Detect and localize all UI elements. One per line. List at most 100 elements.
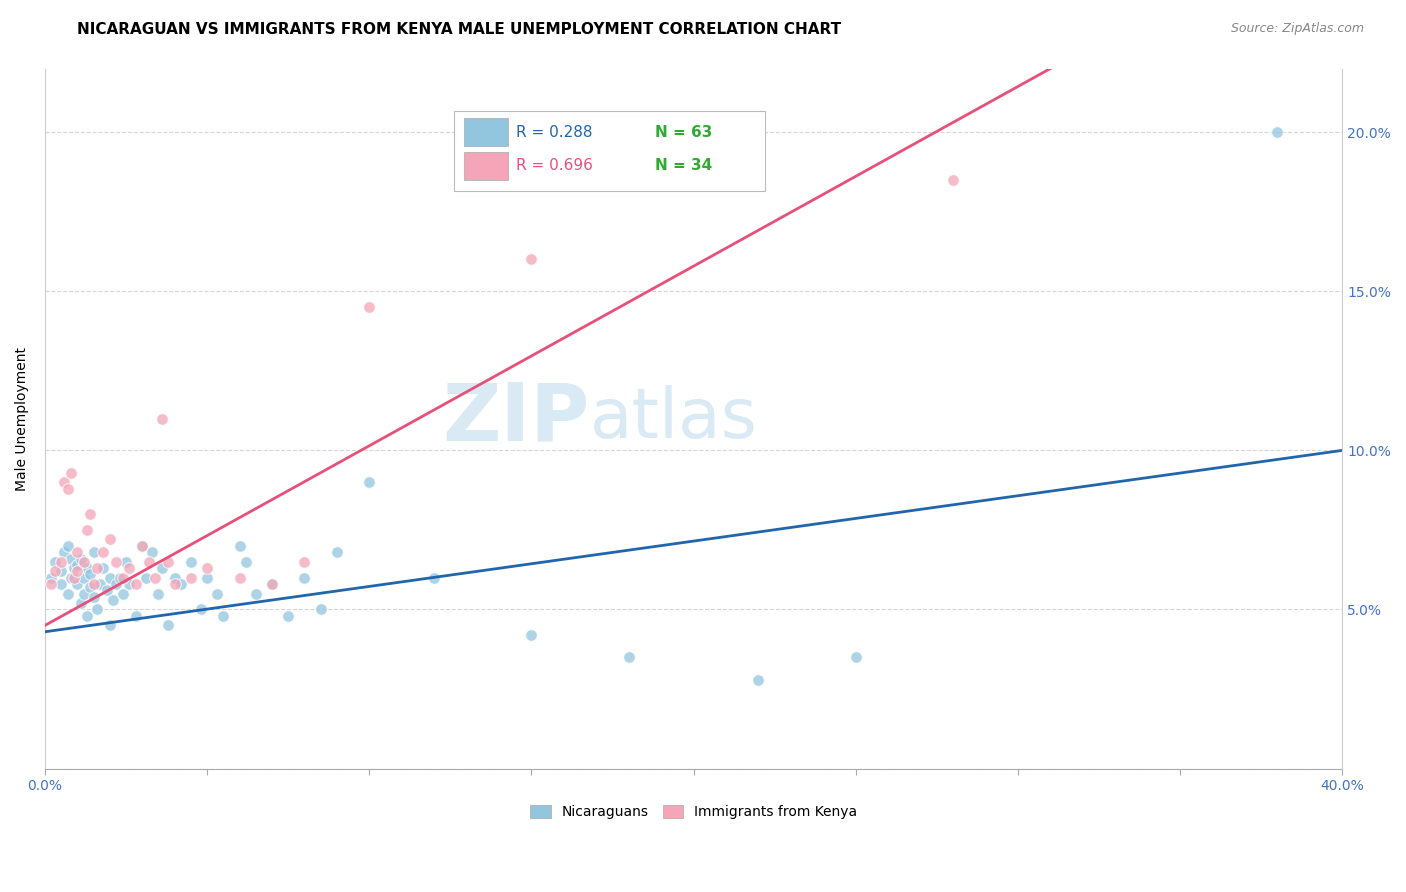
Point [59,551,82,566]
Text: R = 0.288: R = 0.288 [516,125,592,140]
Point [359,300,381,314]
Point [98,618,121,632]
Point [66,558,89,572]
Point [195,571,218,585]
Point [108,571,131,585]
Point [520,252,543,267]
Point [56,586,79,600]
Point [69,551,91,566]
Point [131,539,153,553]
Text: atlas: atlas [591,385,758,452]
Point [44,555,66,569]
Point [125,577,148,591]
Point [277,608,299,623]
Point [212,608,235,623]
Point [76,561,98,575]
Point [228,539,250,553]
Point [83,545,105,559]
Point [115,555,138,569]
Point [105,577,128,591]
Point [118,561,141,575]
Point [260,577,283,591]
Point [73,571,96,585]
Point [93,545,115,559]
Point [98,533,121,547]
Point [520,628,543,642]
Point [845,650,868,665]
Point [205,586,228,600]
Point [59,466,82,480]
Point [228,571,250,585]
Point [942,173,965,187]
Point [111,586,134,600]
FancyBboxPatch shape [454,111,765,191]
Point [83,590,105,604]
Point [747,673,769,687]
Point [359,475,381,490]
Point [150,411,173,425]
Point [134,571,156,585]
Point [326,545,349,559]
Point [617,650,640,665]
Point [63,571,86,585]
Point [41,571,63,585]
Point [51,555,73,569]
Point [76,608,98,623]
Point [118,577,141,591]
Text: N = 63: N = 63 [655,125,711,140]
FancyBboxPatch shape [464,119,508,146]
Legend: Nicaraguans, Immigrants from Kenya: Nicaraguans, Immigrants from Kenya [524,799,863,825]
Point [73,555,96,569]
Point [309,602,332,616]
Point [98,571,121,585]
Point [96,583,118,598]
Point [44,564,66,578]
Point [53,475,76,490]
Point [148,586,170,600]
Text: N = 34: N = 34 [655,159,711,173]
Point [51,577,73,591]
Point [73,586,96,600]
Point [111,571,134,585]
Point [83,577,105,591]
Point [294,571,316,585]
Y-axis label: Male Unemployment: Male Unemployment [15,347,30,491]
Point [41,577,63,591]
Point [53,545,76,559]
Point [76,523,98,537]
Point [157,555,180,569]
Point [170,577,193,591]
Point [79,580,101,594]
Point [101,593,124,607]
Point [157,618,180,632]
Point [86,561,108,575]
Text: ZIP: ZIP [443,380,591,458]
Point [294,555,316,569]
Point [163,577,186,591]
Point [66,545,89,559]
Point [69,596,91,610]
Point [86,602,108,616]
Point [180,555,202,569]
Point [51,564,73,578]
Point [105,555,128,569]
Point [141,545,163,559]
Point [245,586,267,600]
Point [79,567,101,582]
Point [56,482,79,496]
Point [1267,125,1289,139]
Point [163,571,186,585]
Text: Source: ZipAtlas.com: Source: ZipAtlas.com [1230,22,1364,36]
Point [79,507,101,521]
Point [423,571,446,585]
Point [125,608,148,623]
Text: NICARAGUAN VS IMMIGRANTS FROM KENYA MALE UNEMPLOYMENT CORRELATION CHART: NICARAGUAN VS IMMIGRANTS FROM KENYA MALE… [77,22,841,37]
Point [150,561,173,575]
Point [56,539,79,553]
FancyBboxPatch shape [464,152,508,180]
Point [66,577,89,591]
Point [143,571,166,585]
Point [190,602,212,616]
Point [195,561,218,575]
Point [260,577,283,591]
